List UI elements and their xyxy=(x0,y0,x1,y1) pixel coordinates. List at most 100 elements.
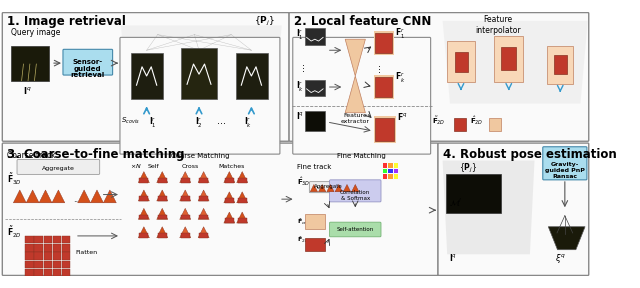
Bar xyxy=(388,169,393,173)
Polygon shape xyxy=(198,190,209,201)
Text: 2. Local feature CNN: 2. Local feature CNN xyxy=(294,15,431,28)
Text: $\mathbf{F}^q$: $\mathbf{F}^q$ xyxy=(397,111,407,122)
FancyBboxPatch shape xyxy=(438,143,589,275)
Bar xyxy=(180,196,190,201)
Bar xyxy=(140,178,148,183)
Bar xyxy=(374,75,394,99)
Bar xyxy=(35,261,43,268)
Text: Self: Self xyxy=(147,164,159,169)
Text: ...: ... xyxy=(372,63,382,72)
Text: guided: guided xyxy=(74,66,102,72)
Text: $\mathbf{I}^r_2$: $\mathbf{I}^r_2$ xyxy=(195,115,203,130)
Polygon shape xyxy=(345,76,365,113)
Bar xyxy=(199,196,208,201)
Bar xyxy=(225,198,234,203)
Bar xyxy=(388,163,393,168)
Polygon shape xyxy=(39,190,52,203)
Polygon shape xyxy=(180,172,191,183)
Text: 1. Image retrieval: 1. Image retrieval xyxy=(7,15,126,28)
Bar xyxy=(140,233,148,238)
Bar xyxy=(53,261,61,268)
Bar xyxy=(26,253,33,260)
Bar xyxy=(394,163,399,168)
Text: Self-attention: Self-attention xyxy=(337,227,374,232)
Bar xyxy=(305,28,325,45)
Text: $\{\mathbf{P}_j\}$: $\{\mathbf{P}_j\}$ xyxy=(460,162,477,175)
FancyBboxPatch shape xyxy=(3,13,289,141)
Polygon shape xyxy=(90,190,104,203)
Text: $\mathcal{M}^l$: $\mathcal{M}^l$ xyxy=(449,196,463,209)
Bar xyxy=(180,233,190,238)
Bar xyxy=(494,37,524,82)
Text: $\mathbf{I}^r_k$: $\mathbf{I}^r_k$ xyxy=(296,80,304,94)
Text: $\hat{\mathbf{F}}_{3D}$: $\hat{\mathbf{F}}_{3D}$ xyxy=(298,175,310,188)
Polygon shape xyxy=(198,227,209,238)
Polygon shape xyxy=(52,190,65,203)
Bar xyxy=(35,236,43,243)
Polygon shape xyxy=(138,208,149,219)
Bar xyxy=(236,53,268,99)
Polygon shape xyxy=(443,21,588,104)
FancyBboxPatch shape xyxy=(120,37,280,154)
Bar xyxy=(62,236,70,243)
Bar xyxy=(26,261,33,268)
Text: $\mathbf{I}^r_1$: $\mathbf{I}^r_1$ xyxy=(149,115,157,130)
Polygon shape xyxy=(327,184,334,192)
Text: Fine Matching: Fine Matching xyxy=(337,153,386,159)
Bar xyxy=(376,77,392,97)
Bar xyxy=(62,261,70,268)
Polygon shape xyxy=(180,190,191,201)
Polygon shape xyxy=(157,190,168,201)
Bar xyxy=(374,116,396,143)
Bar xyxy=(305,111,325,131)
Text: Coarse Matching: Coarse Matching xyxy=(171,153,229,159)
Text: Sensor-: Sensor- xyxy=(73,59,103,65)
Bar xyxy=(44,244,52,251)
Polygon shape xyxy=(138,227,149,238)
Bar xyxy=(383,163,387,168)
Bar xyxy=(394,174,399,179)
Text: Feature
extractor: Feature extractor xyxy=(340,113,370,124)
Polygon shape xyxy=(138,190,149,201)
Polygon shape xyxy=(138,172,149,183)
Bar xyxy=(44,261,52,268)
Polygon shape xyxy=(310,184,317,192)
Bar xyxy=(199,178,208,183)
Bar xyxy=(237,219,247,223)
Bar xyxy=(547,46,573,84)
Polygon shape xyxy=(319,184,326,192)
Text: $\tilde{\mathbf{F}}_{3D}$: $\tilde{\mathbf{F}}_{3D}$ xyxy=(7,172,21,187)
Polygon shape xyxy=(224,212,235,223)
Polygon shape xyxy=(104,190,116,203)
Text: $\times N$: $\times N$ xyxy=(130,162,142,170)
FancyBboxPatch shape xyxy=(289,13,589,141)
FancyBboxPatch shape xyxy=(63,49,113,75)
FancyBboxPatch shape xyxy=(330,180,381,202)
Text: Query image: Query image xyxy=(11,28,60,37)
Text: $\mathbf{I}^q$: $\mathbf{I}^q$ xyxy=(296,110,303,121)
Bar xyxy=(180,48,218,99)
Bar xyxy=(199,215,208,219)
Bar xyxy=(237,178,247,183)
Bar xyxy=(44,236,52,243)
Text: $\hat{\mathbf{F}}_{2D}$: $\hat{\mathbf{F}}_{2D}$ xyxy=(470,115,484,127)
Bar xyxy=(454,52,468,72)
FancyBboxPatch shape xyxy=(543,147,587,180)
Text: Flatten: Flatten xyxy=(75,250,97,255)
Polygon shape xyxy=(180,227,191,238)
Text: Aggregate: Aggregate xyxy=(314,184,343,190)
Text: $\mathbf{I}^q$: $\mathbf{I}^q$ xyxy=(449,253,457,264)
Bar xyxy=(180,215,190,219)
Bar xyxy=(53,253,61,260)
Polygon shape xyxy=(13,190,26,203)
Polygon shape xyxy=(224,192,235,203)
Bar xyxy=(26,236,33,243)
FancyBboxPatch shape xyxy=(292,37,431,154)
Bar xyxy=(157,233,167,238)
Polygon shape xyxy=(26,190,39,203)
Text: 3. Coarse-to-fine matching: 3. Coarse-to-fine matching xyxy=(7,148,184,161)
Text: $\tilde{\mathbf{F}}_{2D}$: $\tilde{\mathbf{F}}_{2D}$ xyxy=(431,115,445,127)
Bar xyxy=(180,178,190,183)
Text: Matches: Matches xyxy=(218,164,244,169)
Bar xyxy=(225,178,234,183)
